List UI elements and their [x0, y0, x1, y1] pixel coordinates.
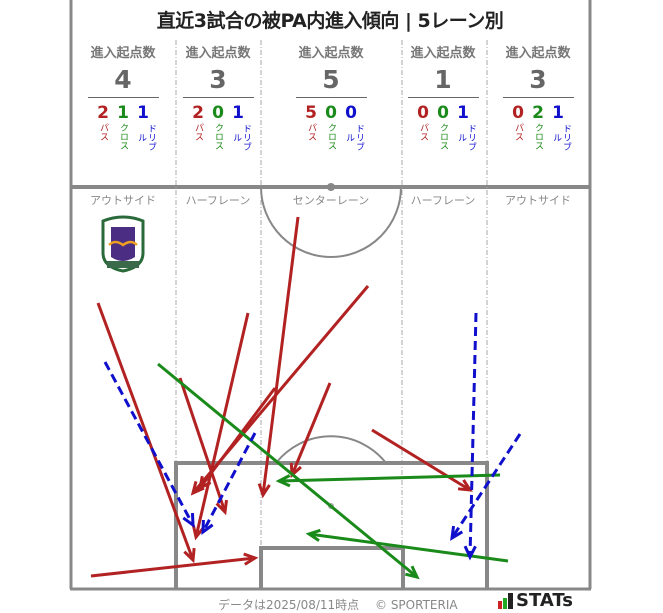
pass-value: 0: [512, 103, 524, 123]
count-label: 進入起点数: [505, 46, 571, 61]
lane-summary: 進入起点数 5 5 パス 0 クロス 0 ドリブル: [281, 42, 381, 151]
brand-name: STATs: [516, 590, 573, 611]
divider: [502, 97, 574, 98]
dribble-count: 1 ドリブル: [456, 103, 476, 151]
cross-count: 2 クロス: [531, 103, 545, 151]
pass-arrow: [90, 552, 259, 578]
dribble-label: ドリブル: [136, 123, 156, 151]
dribble-value: 1: [457, 103, 469, 123]
total-count: 5: [322, 65, 340, 94]
dribble-arrow: [463, 312, 478, 561]
pass-label: パス: [513, 123, 523, 141]
pass-arrow: [191, 312, 250, 541]
dribble-value: 0: [345, 103, 357, 123]
count-label: 進入起点数: [90, 46, 156, 61]
divider: [407, 97, 479, 98]
lane-name: センターレーン: [292, 194, 370, 207]
cross-label: クロス: [118, 123, 128, 150]
center-spot: [327, 183, 335, 191]
cross-count: 0 クロス: [211, 103, 225, 151]
entry-arrows: [90, 216, 522, 580]
center-circle: [260, 186, 402, 258]
cross-label: クロス: [326, 123, 336, 150]
dribble-count: 0 ドリブル: [344, 103, 364, 151]
dribble-value: 1: [232, 103, 244, 123]
dribble-value: 1: [552, 103, 564, 123]
penalty-area: [174, 461, 489, 589]
cross-arrow: [305, 528, 509, 563]
penalty-arc: [275, 435, 387, 464]
cross-label: クロス: [438, 123, 448, 150]
pass-value: 2: [97, 103, 109, 123]
count-label: 進入起点数: [185, 46, 251, 61]
dribble-label: ドリブル: [344, 123, 364, 151]
pass-count: 5 パス: [304, 103, 318, 142]
cross-value: 1: [117, 103, 129, 123]
cross-value: 0: [325, 103, 337, 123]
divider: [87, 97, 159, 98]
total-count: 4: [114, 65, 132, 94]
footer-note: データは2025/08/11時点 © SPORTERIA: [218, 596, 458, 613]
cross-value: 2: [532, 103, 544, 123]
pass-count: 0 パス: [416, 103, 430, 142]
pass-count: 2 パス: [96, 103, 110, 142]
cross-count: 0 クロス: [436, 103, 450, 151]
pass-label: パス: [418, 123, 428, 141]
dribble-label: ドリブル: [456, 123, 476, 151]
cross-arrow: [157, 362, 420, 580]
total-count: 1: [434, 65, 452, 94]
lane-name: アウトサイド: [505, 194, 571, 207]
cross-label: クロス: [213, 123, 223, 150]
pass-label: パス: [193, 123, 203, 141]
stats-logo-icon: [498, 592, 513, 609]
stats-brand: STATs: [498, 590, 573, 611]
dribble-count: 1 ドリブル: [231, 103, 251, 151]
pass-arrow: [96, 302, 196, 564]
lane-name: ハーフレーン: [410, 194, 476, 207]
pass-value: 0: [417, 103, 429, 123]
lane-summary: 進入起点数 4 2 パス 1 クロス 1 ドリブル: [73, 42, 173, 151]
pass-value: 5: [305, 103, 317, 123]
pass-value: 2: [192, 103, 204, 123]
pass-count: 2 パス: [191, 103, 205, 142]
dribble-arrow: [103, 361, 195, 529]
dribble-arrow: [201, 432, 257, 536]
chart-title: 直近3試合の被PA内進入傾向 | 5レーン別: [156, 10, 504, 32]
dribble-count: 1 ドリブル: [136, 103, 156, 151]
pass-label: パス: [306, 123, 316, 141]
cross-count: 0 クロス: [324, 103, 338, 151]
cross-value: 0: [212, 103, 224, 123]
dribble-label: ドリブル: [231, 123, 251, 151]
cross-count: 1 クロス: [116, 103, 130, 151]
cross-label: クロス: [533, 123, 543, 150]
pass-label: パス: [98, 123, 108, 141]
dribble-label: ドリブル: [551, 123, 571, 151]
divider: [182, 97, 254, 98]
data-date: データは2025/08/11時点: [218, 598, 360, 612]
copyright: © SPORTERIA: [375, 598, 458, 612]
dribble-count: 1 ドリブル: [551, 103, 571, 151]
pass-arrow: [178, 377, 228, 516]
count-label: 進入起点数: [298, 46, 364, 61]
lane-summary: 進入起点数 3 2 パス 0 クロス 1 ドリブル: [168, 42, 268, 151]
count-label: 進入起点数: [410, 46, 476, 61]
lane-name: アウトサイド: [90, 194, 156, 207]
dribble-arrow: [450, 433, 522, 541]
pass-count: 0 パス: [511, 103, 525, 142]
divider: [295, 97, 367, 98]
cross-value: 0: [437, 103, 449, 123]
dribble-value: 1: [137, 103, 149, 123]
pass-arrow: [197, 387, 277, 491]
goal-area: [259, 546, 405, 589]
total-count: 3: [529, 65, 547, 94]
total-count: 3: [209, 65, 227, 94]
lane-summary: 進入起点数 1 0 パス 0 クロス 1 ドリブル: [393, 42, 493, 151]
pass-arrow: [371, 428, 473, 492]
pass-arrow: [257, 216, 300, 499]
team-logo: [101, 215, 145, 273]
lane-name: ハーフレーン: [185, 194, 251, 207]
cross-arrow: [275, 473, 501, 488]
lane-summary: 進入起点数 3 0 パス 2 クロス 1 ドリブル: [488, 42, 588, 151]
